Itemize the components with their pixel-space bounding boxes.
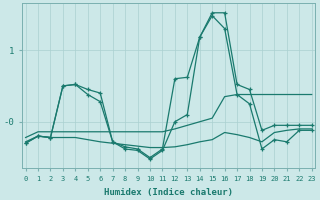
X-axis label: Humidex (Indice chaleur): Humidex (Indice chaleur): [104, 188, 233, 197]
